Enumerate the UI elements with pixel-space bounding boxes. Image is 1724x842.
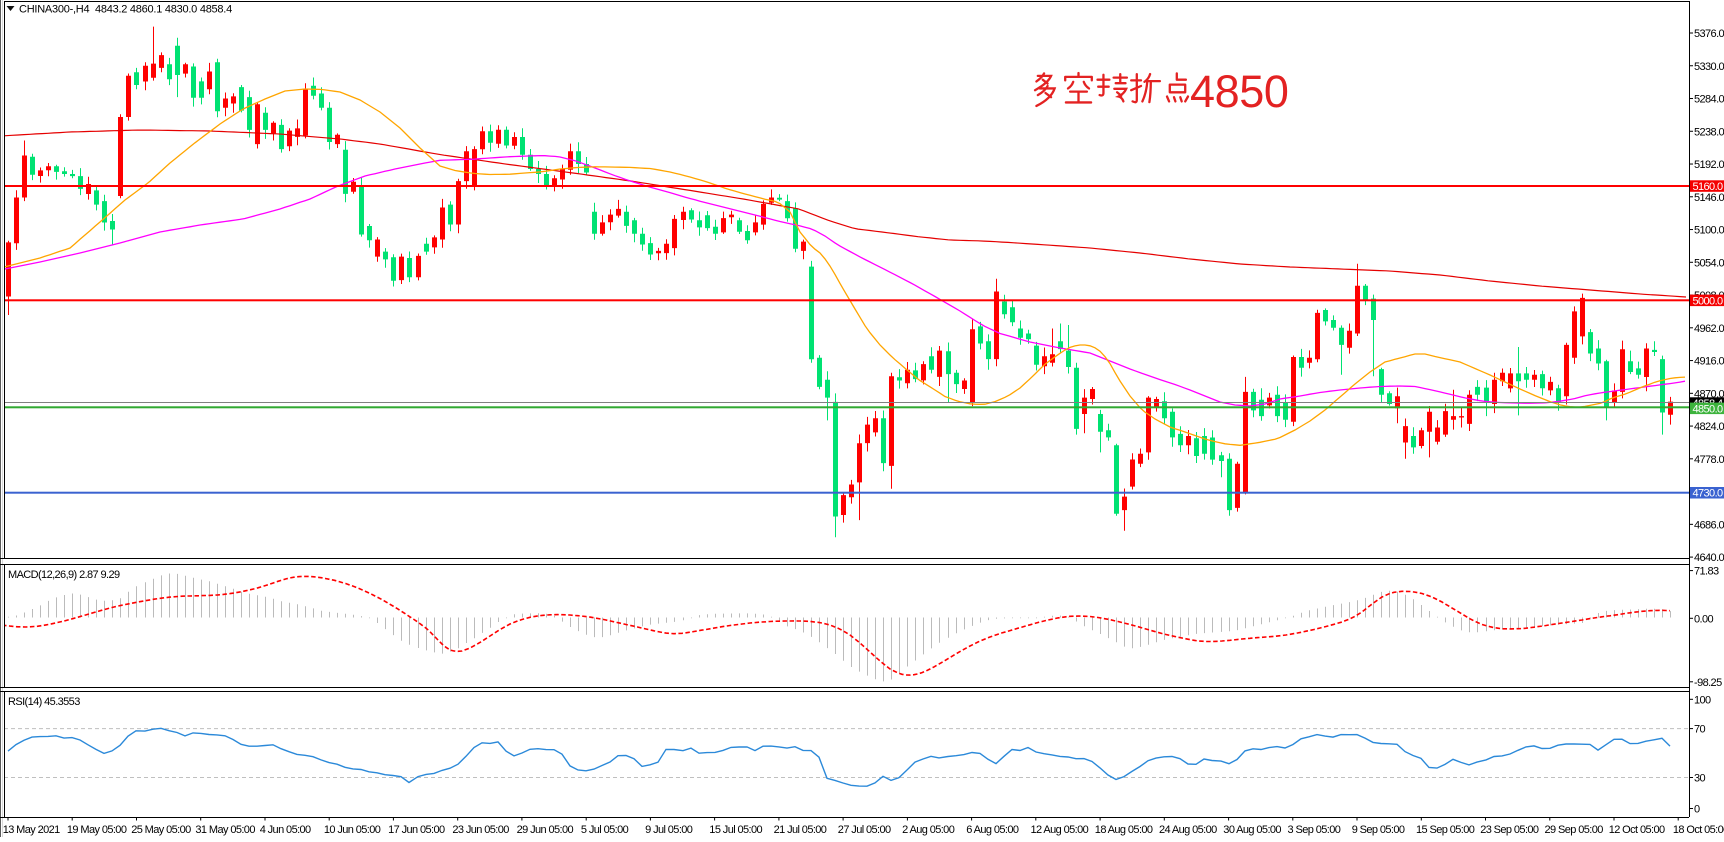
svg-text:-98.25: -98.25 <box>1694 677 1722 689</box>
svg-text:25 May 05:00: 25 May 05:00 <box>131 824 191 836</box>
svg-text:9 Jul 05:00: 9 Jul 05:00 <box>645 824 693 836</box>
svg-text:4850: 4850 <box>1190 66 1289 117</box>
svg-text:5000.0: 5000.0 <box>1693 295 1724 307</box>
svg-text:13 May 2021: 13 May 2021 <box>3 824 60 836</box>
svg-text:5146.0: 5146.0 <box>1694 192 1724 204</box>
svg-text:CHINA300-,H4 4843.2 4860.1 48: CHINA300-,H4 4843.2 4860.1 4830.0 4858.4 <box>19 4 232 16</box>
svg-text:5376.0: 5376.0 <box>1694 28 1724 40</box>
svg-text:0: 0 <box>1694 804 1700 816</box>
svg-text:70: 70 <box>1694 724 1706 736</box>
svg-text:5100.0: 5100.0 <box>1694 225 1724 237</box>
svg-text:29 Sep 05:00: 29 Sep 05:00 <box>1545 824 1604 836</box>
svg-text:31 May 05:00: 31 May 05:00 <box>195 824 255 836</box>
svg-text:21 Jul 05:00: 21 Jul 05:00 <box>774 824 827 836</box>
svg-text:5054.0: 5054.0 <box>1694 257 1724 269</box>
svg-text:18 Oct 05:00: 18 Oct 05:00 <box>1673 824 1724 836</box>
svg-text:3 Sep 05:00: 3 Sep 05:00 <box>1288 824 1341 836</box>
svg-text:4686.0: 4686.0 <box>1694 519 1724 531</box>
svg-text:23 Jun 05:00: 23 Jun 05:00 <box>452 824 509 836</box>
svg-text:12 Oct 05:00: 12 Oct 05:00 <box>1609 824 1665 836</box>
svg-text:19 May 05:00: 19 May 05:00 <box>67 824 127 836</box>
svg-text:30 Aug 05:00: 30 Aug 05:00 <box>1223 824 1281 836</box>
svg-text:MACD(12,26,9) 2.87 9.29: MACD(12,26,9) 2.87 9.29 <box>8 569 120 581</box>
svg-text:24 Aug 05:00: 24 Aug 05:00 <box>1159 824 1217 836</box>
svg-text:18 Aug 05:00: 18 Aug 05:00 <box>1095 824 1153 836</box>
svg-text:27 Jul 05:00: 27 Jul 05:00 <box>838 824 891 836</box>
svg-text:5192.0: 5192.0 <box>1694 159 1724 171</box>
svg-text:15 Jul 05:00: 15 Jul 05:00 <box>709 824 762 836</box>
svg-text:4962.0: 4962.0 <box>1694 323 1724 335</box>
svg-text:100: 100 <box>1694 694 1711 706</box>
svg-text:5330.0: 5330.0 <box>1694 61 1724 73</box>
svg-text:4 Jun 05:00: 4 Jun 05:00 <box>260 824 311 836</box>
svg-text:30: 30 <box>1694 773 1706 785</box>
svg-text:6 Aug 05:00: 6 Aug 05:00 <box>966 824 1019 836</box>
svg-text:71.83: 71.83 <box>1694 566 1719 578</box>
svg-text:4778.0: 4778.0 <box>1694 454 1724 466</box>
svg-text:RSI(14) 45.3553: RSI(14) 45.3553 <box>8 696 80 708</box>
svg-text:5284.0: 5284.0 <box>1694 94 1724 106</box>
svg-text:2 Aug 05:00: 2 Aug 05:00 <box>902 824 955 836</box>
svg-text:4916.0: 4916.0 <box>1694 356 1724 368</box>
svg-text:4824.0: 4824.0 <box>1694 421 1724 433</box>
svg-text:9 Sep 05:00: 9 Sep 05:00 <box>1352 824 1405 836</box>
svg-text:4850.0: 4850.0 <box>1693 403 1724 415</box>
svg-text:29 Jun 05:00: 29 Jun 05:00 <box>517 824 574 836</box>
svg-text:0.00: 0.00 <box>1694 613 1713 625</box>
svg-text:10 Jun 05:00: 10 Jun 05:00 <box>324 824 381 836</box>
svg-text:4640.0: 4640.0 <box>1694 552 1724 564</box>
svg-text:23 Sep 05:00: 23 Sep 05:00 <box>1480 824 1539 836</box>
svg-text:5160.0: 5160.0 <box>1693 181 1724 193</box>
svg-text:17 Jun 05:00: 17 Jun 05:00 <box>388 824 445 836</box>
svg-text:5238.0: 5238.0 <box>1694 126 1724 138</box>
svg-text:5 Jul 05:00: 5 Jul 05:00 <box>581 824 629 836</box>
svg-text:15 Sep 05:00: 15 Sep 05:00 <box>1416 824 1475 836</box>
svg-text:12 Aug 05:00: 12 Aug 05:00 <box>1031 824 1089 836</box>
svg-text:4730.0: 4730.0 <box>1693 488 1724 500</box>
